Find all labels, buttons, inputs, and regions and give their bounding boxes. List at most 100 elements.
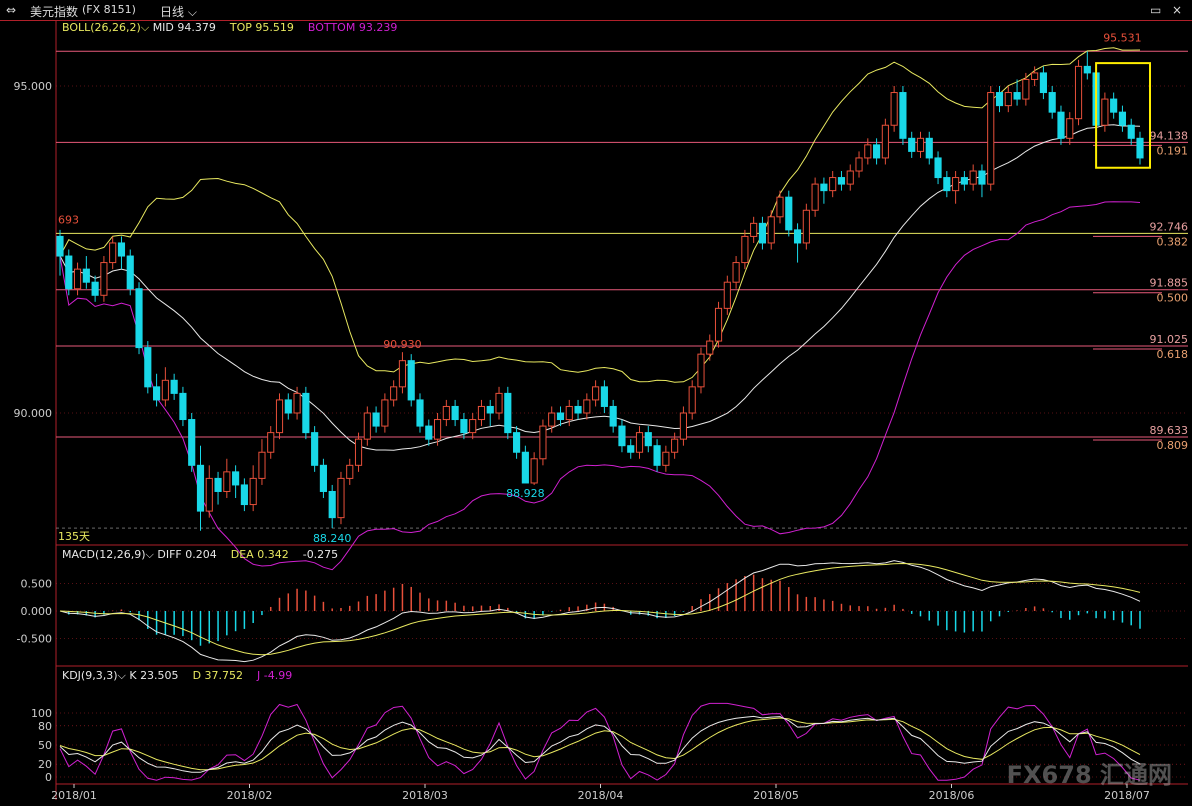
instrument-code: (FX 8151) (82, 3, 136, 16)
candle-body (416, 399, 424, 427)
candle-body (1022, 78, 1030, 100)
fib-price-label: 94.138 (1150, 129, 1189, 142)
candle-body (846, 170, 854, 185)
candle-body (618, 425, 626, 447)
fib-ratio-label: 0.191 (1157, 144, 1189, 157)
kdj-j-line (59, 702, 1141, 781)
kdj-y-tick-label: 0 (45, 771, 52, 784)
chevron-down-icon: ⌵ (117, 669, 130, 682)
candle-body (829, 177, 837, 192)
kdj-k-label: K (129, 669, 137, 682)
candle-body (319, 464, 327, 492)
candle-body (477, 405, 486, 421)
period-selector[interactable]: 日线 ⌵ (160, 3, 197, 20)
candle-body (346, 464, 354, 479)
candle-body (495, 392, 503, 414)
candle-body (820, 183, 828, 192)
chevron-down-icon: ⌵ (145, 548, 158, 561)
candle-body (293, 392, 301, 414)
candle-body (311, 432, 319, 466)
window-icon[interactable]: ▭ (1150, 3, 1162, 17)
candle-body (600, 386, 608, 407)
candle-body (916, 137, 925, 152)
price-y-tick-label: 95.000 (14, 80, 53, 93)
candle-body (925, 137, 933, 159)
candle-body (1057, 111, 1065, 139)
candle-body (767, 216, 775, 244)
chevron-down-icon: ⌵ (187, 5, 197, 19)
fib-ratio-label: 0.500 (1157, 292, 1189, 305)
boll-bottom-line (59, 201, 1141, 571)
candle-body (161, 379, 169, 401)
candle-body (521, 451, 529, 484)
fib-price-label: 92.746 (1150, 220, 1189, 233)
kdj-d-line (59, 717, 1141, 771)
candle-body (706, 340, 714, 355)
candle-body (1136, 137, 1144, 159)
candle-body (451, 405, 459, 421)
macd-diff-label: DIFF (157, 548, 182, 561)
candle-body (232, 471, 240, 486)
candle-body (126, 255, 134, 290)
macd-dea-value: 0.342 (257, 548, 289, 561)
candle-body (109, 242, 117, 264)
macd-dea-label: DEA (230, 548, 254, 561)
candle-body (539, 425, 547, 460)
candle-body (381, 399, 389, 427)
candle-body (1110, 98, 1118, 113)
candle-body (644, 432, 652, 447)
candle-body (1066, 118, 1074, 139)
candle-body (793, 229, 802, 244)
macd-header: MACD(12,26,9)⌵ DIFF 0.204 DEA 0.342 -0.2… (62, 548, 338, 562)
boll-header: BOLL(26,26,2)⌵ MID 94.379 TOP 95.519 BOT… (62, 21, 397, 35)
candle-body (407, 360, 415, 401)
candle-body (337, 477, 345, 519)
candle-body (723, 281, 731, 309)
candle-body (934, 157, 942, 179)
boll-top-line (59, 47, 1141, 383)
price-annotation: 88.240 (313, 532, 352, 545)
candle-body (188, 419, 196, 466)
candle-body (837, 177, 846, 185)
chevron-down-icon: ⌵ (140, 21, 153, 34)
candle-body (302, 392, 310, 434)
candle-body (890, 92, 898, 126)
price-annotation: 90.930 (383, 338, 422, 351)
kdj-j-value: -4.99 (263, 669, 293, 682)
candle-body (969, 170, 977, 185)
kdj-indicator-name: KDJ(9,3,3) (62, 669, 118, 682)
candle-body (214, 477, 222, 492)
candle-body (442, 405, 450, 421)
candle-body (1048, 92, 1056, 113)
candle-body (205, 477, 213, 512)
macd-hist-value: -0.275 (302, 548, 339, 561)
candle-body (679, 412, 687, 440)
candle-body (758, 222, 767, 244)
candle-body (565, 405, 573, 421)
candle-body (987, 92, 995, 185)
price-annotation-high: 693 (58, 213, 79, 226)
candle-body (196, 464, 205, 512)
candle-body (530, 458, 538, 484)
candle-body (249, 477, 257, 506)
macd-dea-line (59, 562, 1141, 656)
candle-body (469, 419, 477, 434)
candle-body (873, 144, 881, 159)
candle-body (56, 235, 64, 257)
candle-body (153, 386, 161, 401)
candle-body (504, 392, 512, 434)
candle-body (697, 353, 705, 388)
candle-body (179, 392, 187, 421)
candle-body (354, 438, 363, 466)
x-tick-label: 2018/01 (51, 789, 97, 802)
macd-diff-line (59, 560, 1141, 663)
candle-body (100, 262, 108, 296)
price-annotation: 95.531 (1103, 31, 1142, 44)
candle-body (952, 177, 960, 192)
close-icon[interactable]: × (1172, 3, 1183, 17)
fib-ratio-label: 0.382 (1157, 235, 1189, 248)
candle-body (776, 196, 784, 218)
macd-y-tick-label: -0.500 (17, 633, 52, 646)
macd-indicator-name: MACD(12,26,9) (62, 548, 146, 561)
link-icon[interactable]: ⇔ (6, 3, 17, 17)
